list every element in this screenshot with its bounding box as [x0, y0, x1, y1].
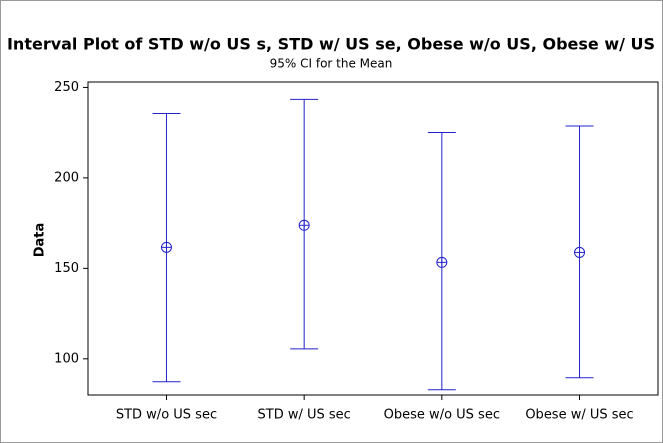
plot-area [87, 81, 659, 396]
x-tick-label: Obese w/o US sec [384, 408, 500, 423]
mean-symbol [298, 219, 310, 231]
mean-symbol [160, 241, 172, 253]
x-tick-label: STD w/o US sec [116, 408, 217, 423]
mean-symbol [574, 246, 586, 258]
y-tick-label: 200 [54, 170, 79, 185]
x-tick-label: STD w/ US sec [258, 408, 351, 423]
y-tick-label: 250 [54, 80, 79, 95]
mean-symbol [436, 256, 448, 268]
y-tick-label: 100 [54, 351, 79, 366]
x-tick-label: Obese w/ US sec [525, 408, 633, 423]
y-axis-label: Data [33, 223, 48, 258]
chart-title: Interval Plot of STD w/o US s, STD w/ US… [7, 35, 655, 54]
chart-subtitle: 95% CI for the Mean [270, 57, 393, 71]
y-tick-label: 150 [54, 261, 79, 276]
